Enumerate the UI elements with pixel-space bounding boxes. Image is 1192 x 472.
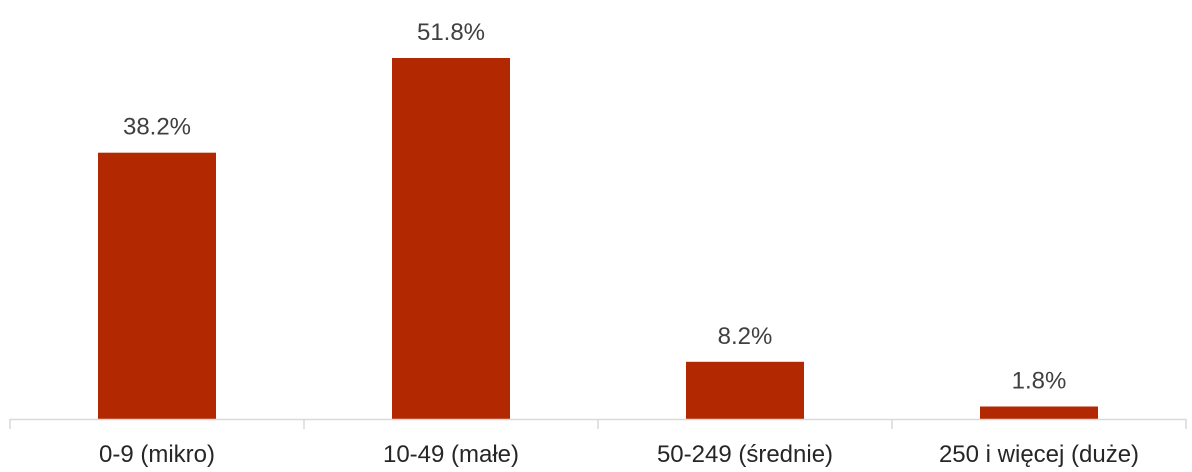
x-tick-label-4: 250 i więcej (duże) — [939, 441, 1139, 468]
data-label-4: 1.8% — [1012, 368, 1067, 395]
x-tick-labels-layer: 0-9 (mikro) 10-49 (małe) 50-249 (średnie) 2… — [99, 441, 1139, 468]
bars-layer — [98, 58, 1098, 419]
bar-1 — [98, 152, 216, 419]
data-label-1: 38.2% — [123, 114, 191, 141]
bar-2 — [392, 58, 510, 419]
x-axis — [9, 418, 1187, 429]
data-label-2: 51.8% — [417, 19, 485, 46]
x-tick-label-3: 50-249 (średnie) — [657, 441, 833, 468]
data-labels-layer: 38.2% 51.8% 8.2% 1.8% — [123, 19, 1066, 395]
bar-4 — [980, 406, 1098, 419]
bar-3 — [686, 361, 804, 419]
x-tick-label-1: 0-9 (mikro) — [99, 441, 215, 468]
data-label-3: 8.2% — [718, 323, 773, 350]
x-tick-label-2: 10-49 (małe) — [383, 441, 519, 468]
